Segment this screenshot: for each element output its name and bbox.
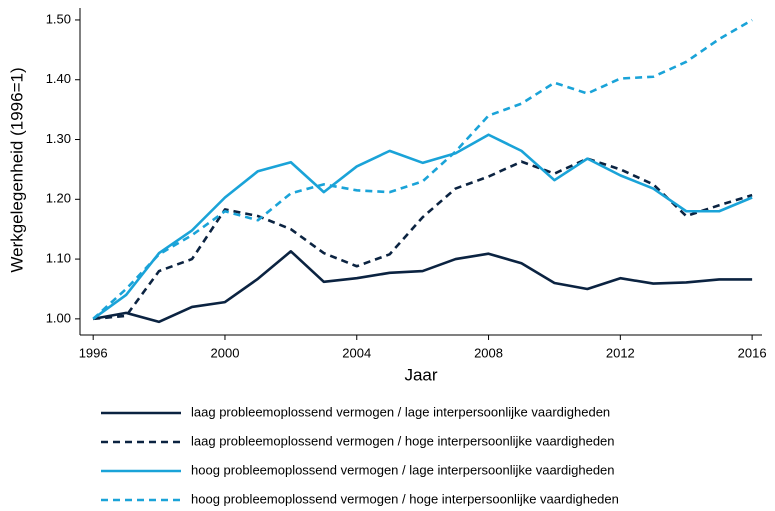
legend-label: hoog probleemoplossend vermogen / hoge i… (191, 491, 619, 506)
x-tick-label: 2008 (474, 345, 503, 360)
x-tick-label: 2016 (738, 345, 767, 360)
x-tick-label: 1996 (79, 345, 108, 360)
y-tick-label: 1.00 (46, 310, 71, 325)
series-line (92, 18, 753, 320)
y-tick-label: 1.50 (46, 11, 71, 26)
y-tick-label: 1.20 (46, 191, 71, 206)
series-line (93, 157, 753, 321)
y-tick-label: 1.10 (46, 251, 71, 266)
y-tick-label: 1.30 (46, 131, 71, 146)
y-axis-title: Werkgelegenheid (1996=1) (7, 67, 26, 272)
x-tick-label: 2000 (211, 345, 240, 360)
x-tick-label: 2004 (342, 345, 371, 360)
series-line (92, 133, 753, 320)
series-line (92, 250, 753, 324)
legend-label: laag probleemoplossend vermogen / hoge i… (191, 433, 615, 448)
legend-label: hoog probleemoplossend vermogen / lage i… (191, 462, 615, 477)
x-tick-label: 2012 (606, 345, 635, 360)
legend-label: laag probleemoplossend vermogen / lage i… (191, 404, 610, 419)
y-tick-label: 1.40 (46, 71, 71, 86)
x-axis-title: Jaar (404, 365, 437, 384)
